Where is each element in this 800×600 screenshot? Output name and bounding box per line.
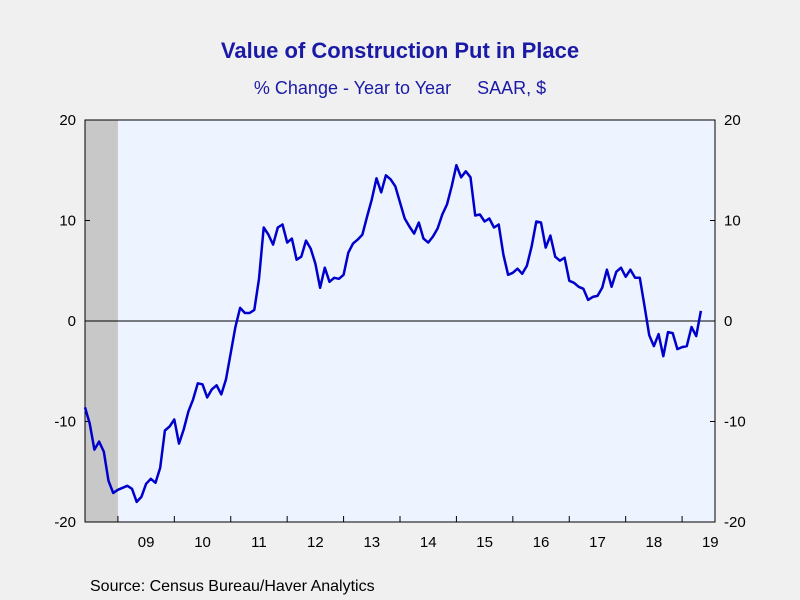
- y-tick-label-right: 20: [724, 112, 741, 129]
- series-line: [83, 163, 703, 504]
- y-tick-label-right: -20: [724, 514, 746, 531]
- subtitle-measure: % Change - Year to Year: [253, 78, 452, 98]
- x-tick-label: 17: [589, 534, 606, 551]
- x-tick-label: 18: [646, 534, 663, 551]
- y-tick-label-left: -10: [54, 414, 76, 431]
- subtitle-units: SAAR, $: [477, 78, 547, 98]
- x-tick-label: 09: [138, 534, 155, 551]
- chart-subtitle: % Change - Year to Year SAAR, $: [0, 78, 800, 99]
- x-tick-label: 15: [476, 534, 493, 551]
- x-tick-label: 16: [533, 534, 550, 551]
- y-tick-label-right: 0: [724, 313, 732, 330]
- x-tick-label: 11: [251, 534, 267, 551]
- y-tick-label-left: -20: [54, 514, 76, 531]
- x-tick-label: 10: [194, 534, 211, 551]
- x-tick-label: 19: [702, 534, 719, 551]
- y-tick-label-left: 20: [59, 112, 76, 129]
- x-tick-label: 12: [307, 534, 324, 551]
- y-tick-label-left: 0: [68, 313, 76, 330]
- y-tick-label-right: 10: [724, 213, 741, 230]
- y-tick-label-left: 10: [59, 213, 76, 230]
- x-tick-label: 14: [420, 534, 437, 551]
- x-tick-label: 13: [363, 534, 380, 551]
- source-note: Source: Census Bureau/Haver Analytics: [90, 578, 375, 595]
- y-tick-label-right: -10: [724, 414, 746, 431]
- chart-title: Value of Construction Put in Place: [220, 38, 580, 63]
